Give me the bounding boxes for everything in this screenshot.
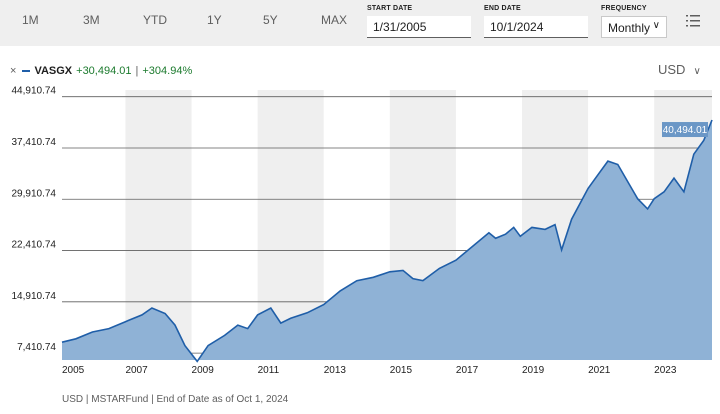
range-ytd-button[interactable]: YTD [143, 13, 167, 27]
start-date-input[interactable]: 1/31/2005 [367, 16, 471, 38]
y-tick-label: 14,910.74 [12, 291, 57, 302]
x-tick-label: 2013 [324, 365, 347, 376]
list-view-icon[interactable] [686, 14, 700, 28]
series-swatch [22, 70, 31, 72]
end-value-tag: 40,494.01 [662, 122, 708, 138]
series-gain-pct: +304.94% [142, 65, 193, 77]
currency-value: USD [658, 62, 686, 77]
end-date-input[interactable]: 10/1/2024 [484, 16, 588, 38]
y-tick-label: 7,410.74 [17, 342, 56, 353]
x-tick-label: 2015 [390, 365, 413, 376]
frequency-select[interactable]: Monthly ∨ [601, 16, 667, 38]
chevron-down-icon: ∨ [652, 20, 660, 31]
end-value-label: 40,494.01 [663, 125, 708, 136]
toolbar: 1M 3M YTD 1Y 5Y MAX START DATE 1/31/2005… [0, 0, 720, 46]
range-1m-button[interactable]: 1M [22, 13, 39, 27]
growth-chart: 7,410.74 14,910.74 22,410.74 29,910.74 37,41… [12, 86, 713, 376]
y-tick-label: 44,910.74 [12, 86, 57, 97]
x-tick-label: 2019 [522, 365, 545, 376]
x-axis-labels: 2005 2007 2009 2011 2013 2015 2017 2019 2021 2023 [62, 365, 677, 376]
series-gain: +30,494.01 [76, 65, 132, 77]
chart-legend: × VASGX +30,494.01 | +304.94% [10, 65, 192, 77]
frequency-label: FREQUENCY [601, 5, 647, 12]
remove-series-icon[interactable]: × [10, 65, 17, 77]
range-max-button[interactable]: MAX [321, 13, 348, 27]
currency-select[interactable]: USD ∨ [658, 62, 701, 77]
y-tick-label: 37,410.74 [12, 137, 57, 148]
y-tick-label: 22,410.74 [12, 240, 57, 251]
chevron-down-icon: ∨ [693, 66, 701, 77]
end-value-tag-bg [662, 122, 708, 138]
y-tick-label: 29,910.74 [12, 188, 57, 199]
x-tick-label: 2023 [654, 365, 677, 376]
range-3m-button[interactable]: 3M [83, 13, 100, 27]
series-area [62, 120, 712, 362]
y-axis-labels: 7,410.74 14,910.74 22,410.74 29,910.74 37,41… [12, 86, 57, 353]
range-5y-button[interactable]: 5Y [263, 13, 278, 27]
end-date-label: END DATE [484, 5, 521, 12]
x-tick-label: 2009 [192, 365, 215, 376]
frequency-value: Monthly [608, 21, 651, 35]
x-tick-label: 2005 [62, 365, 85, 376]
x-tick-label: 2021 [588, 365, 611, 376]
x-tick-label: 2007 [125, 365, 148, 376]
start-date-label: START DATE [367, 5, 413, 12]
legend-separator: | [135, 65, 139, 77]
range-1y-button[interactable]: 1Y [207, 13, 222, 27]
series-ticker: VASGX [34, 65, 73, 77]
x-tick-label: 2011 [258, 365, 280, 376]
series-line [61, 119, 713, 363]
x-tick-label: 2017 [456, 365, 479, 376]
chart-footer: USD | MSTARFund | End of Date as of Oct … [62, 394, 289, 405]
